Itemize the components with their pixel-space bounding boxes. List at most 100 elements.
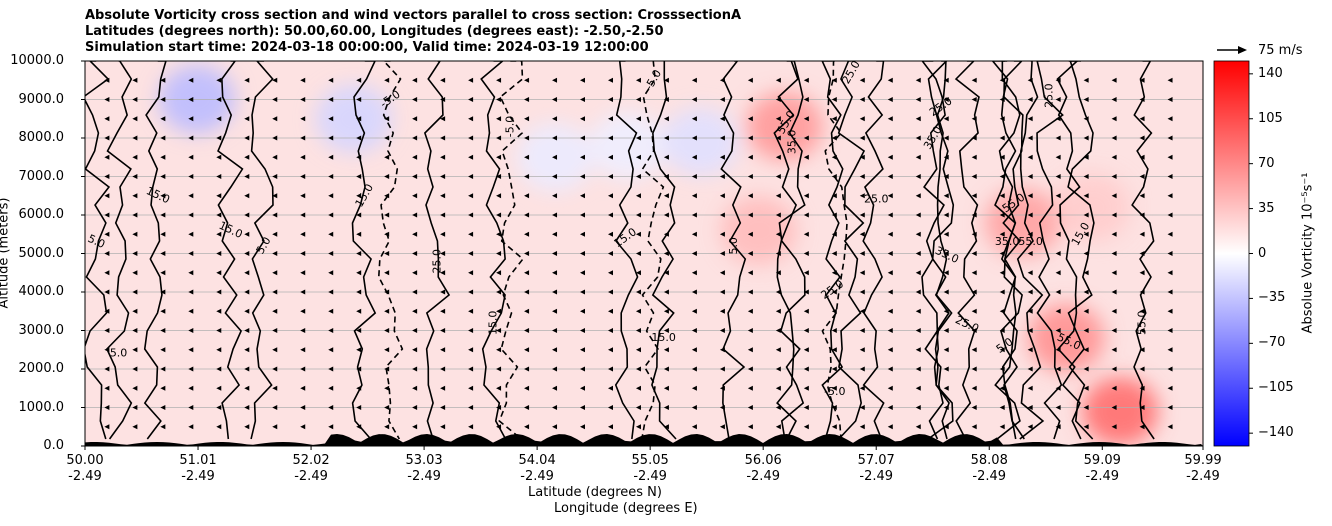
wind-vector-arrow [580, 77, 586, 83]
wind-vector-arrow [719, 97, 725, 102]
wind-vector-arrow [663, 174, 669, 179]
x-tick-lat: 51.01 [179, 453, 217, 468]
wind-vector-arrow [859, 270, 865, 276]
wind-vector-arrow [384, 212, 390, 218]
wind-vector-arrow [132, 193, 138, 199]
wind-vector-arrow [775, 135, 781, 141]
colorbar [1213, 60, 1250, 447]
wind-vector-arrow [384, 174, 390, 179]
wind-vector-arrow [971, 97, 977, 102]
wind-vector-arrow [104, 289, 110, 295]
wind-vector-arrow [468, 347, 474, 353]
wind-vector-arrow [803, 251, 809, 256]
wind-vector-arrow [915, 135, 921, 141]
wind-vector-arrow [1055, 270, 1061, 276]
wind-vector-arrow [272, 116, 278, 122]
wind-vector-arrow [887, 116, 893, 122]
wind-vector-arrow [747, 405, 753, 410]
wind-vector-arrow [999, 77, 1005, 83]
quiver-key-arrow [1217, 46, 1247, 54]
contour-line [821, 61, 844, 440]
wind-vector-arrow [691, 385, 697, 391]
wind-vector-arrow [831, 174, 837, 179]
wind-vector-arrow [104, 135, 110, 141]
wind-vector-arrow [356, 231, 362, 237]
wind-vector-arrow [496, 405, 502, 410]
wind-vector-arrow [691, 424, 697, 430]
wind-vector-arrow [356, 308, 362, 314]
wind-vector-arrow [188, 308, 194, 314]
wind-vector-arrow [747, 77, 753, 83]
wind-vector-arrow [1167, 347, 1173, 353]
wind-vector-arrow [1083, 97, 1089, 102]
wind-vector-arrow [524, 289, 530, 295]
wind-vector-arrow [635, 385, 641, 391]
wind-vector-arrow [635, 154, 641, 160]
wind-vector-arrow [635, 174, 641, 179]
wind-vector-arrow [1139, 366, 1145, 372]
wind-vector-arrow [272, 385, 278, 391]
wind-vector-arrow [1111, 405, 1117, 410]
colorbar-tick-label: −70 [1258, 335, 1286, 351]
wind-vector-arrow [607, 424, 613, 430]
wind-vector-arrow [188, 385, 194, 391]
wind-vector-arrow [971, 231, 977, 237]
wind-vector-arrow [216, 135, 222, 141]
wind-vector-arrow [831, 231, 837, 237]
wind-vector-arrow [216, 405, 222, 410]
wind-vector-arrow [496, 212, 502, 218]
wind-vector-arrow [1139, 231, 1145, 237]
wind-vector-arrow [328, 289, 334, 295]
wind-vector-arrow [1055, 308, 1061, 314]
wind-vector-arrow [328, 135, 334, 141]
wind-vector-arrow [635, 231, 641, 237]
wind-vector-arrow [1027, 97, 1033, 102]
contour-label: 55.0 [1018, 235, 1043, 248]
wind-vector-arrow [524, 347, 530, 353]
wind-vector-arrow [999, 347, 1005, 353]
wind-vector-arrow [691, 97, 697, 102]
wind-vector-arrow [915, 77, 921, 83]
wind-vector-arrow [635, 347, 641, 353]
wind-vector-arrow [328, 174, 334, 179]
wind-vector-arrow [887, 174, 893, 179]
wind-vector-arrow [691, 347, 697, 353]
wind-vector-arrow [943, 308, 949, 314]
wind-vector-arrow [132, 385, 138, 391]
wind-vector-arrow [691, 116, 697, 122]
wind-vector-arrow [803, 270, 809, 276]
wind-vector-arrow [188, 366, 194, 372]
wind-vector-arrow [999, 366, 1005, 372]
wind-vector-arrow [999, 212, 1005, 218]
wind-vector-arrow [607, 347, 613, 353]
wind-vector-arrow [580, 424, 586, 430]
wind-vector-arrow [915, 251, 921, 256]
wind-vector-arrow [663, 97, 669, 102]
wind-vector-arrow [1139, 212, 1145, 218]
wind-vector-arrow [607, 174, 613, 179]
wind-vector-arrow [496, 424, 502, 430]
wind-vector-arrow [971, 193, 977, 199]
wind-vector-arrow [1139, 174, 1145, 179]
wind-vector-arrow [272, 97, 278, 102]
wind-vector-arrow [132, 174, 138, 179]
wind-vector-arrow [300, 174, 306, 179]
wind-vector-arrow [1167, 135, 1173, 141]
wind-vector-arrow [607, 193, 613, 199]
wind-vector-arrow [971, 366, 977, 372]
contour-line [927, 61, 955, 440]
wind-vector-arrow [1111, 231, 1117, 237]
wind-vector-arrow [496, 154, 502, 160]
wind-vector-arrow [384, 154, 390, 160]
wind-vector-arrow [803, 116, 809, 122]
wind-vector-arrow [552, 212, 558, 218]
wind-vector-arrow [440, 231, 446, 237]
wind-vector-arrow [328, 154, 334, 160]
wind-vector-arrow [887, 308, 893, 314]
y-tick-label: 9000.0 [18, 91, 65, 107]
wind-vector-arrow [524, 212, 530, 218]
wind-vector-arrow [943, 116, 949, 122]
wind-vector-arrow [1139, 116, 1145, 122]
wind-vector-arrow [468, 366, 474, 372]
wind-vector-arrow [859, 405, 865, 410]
